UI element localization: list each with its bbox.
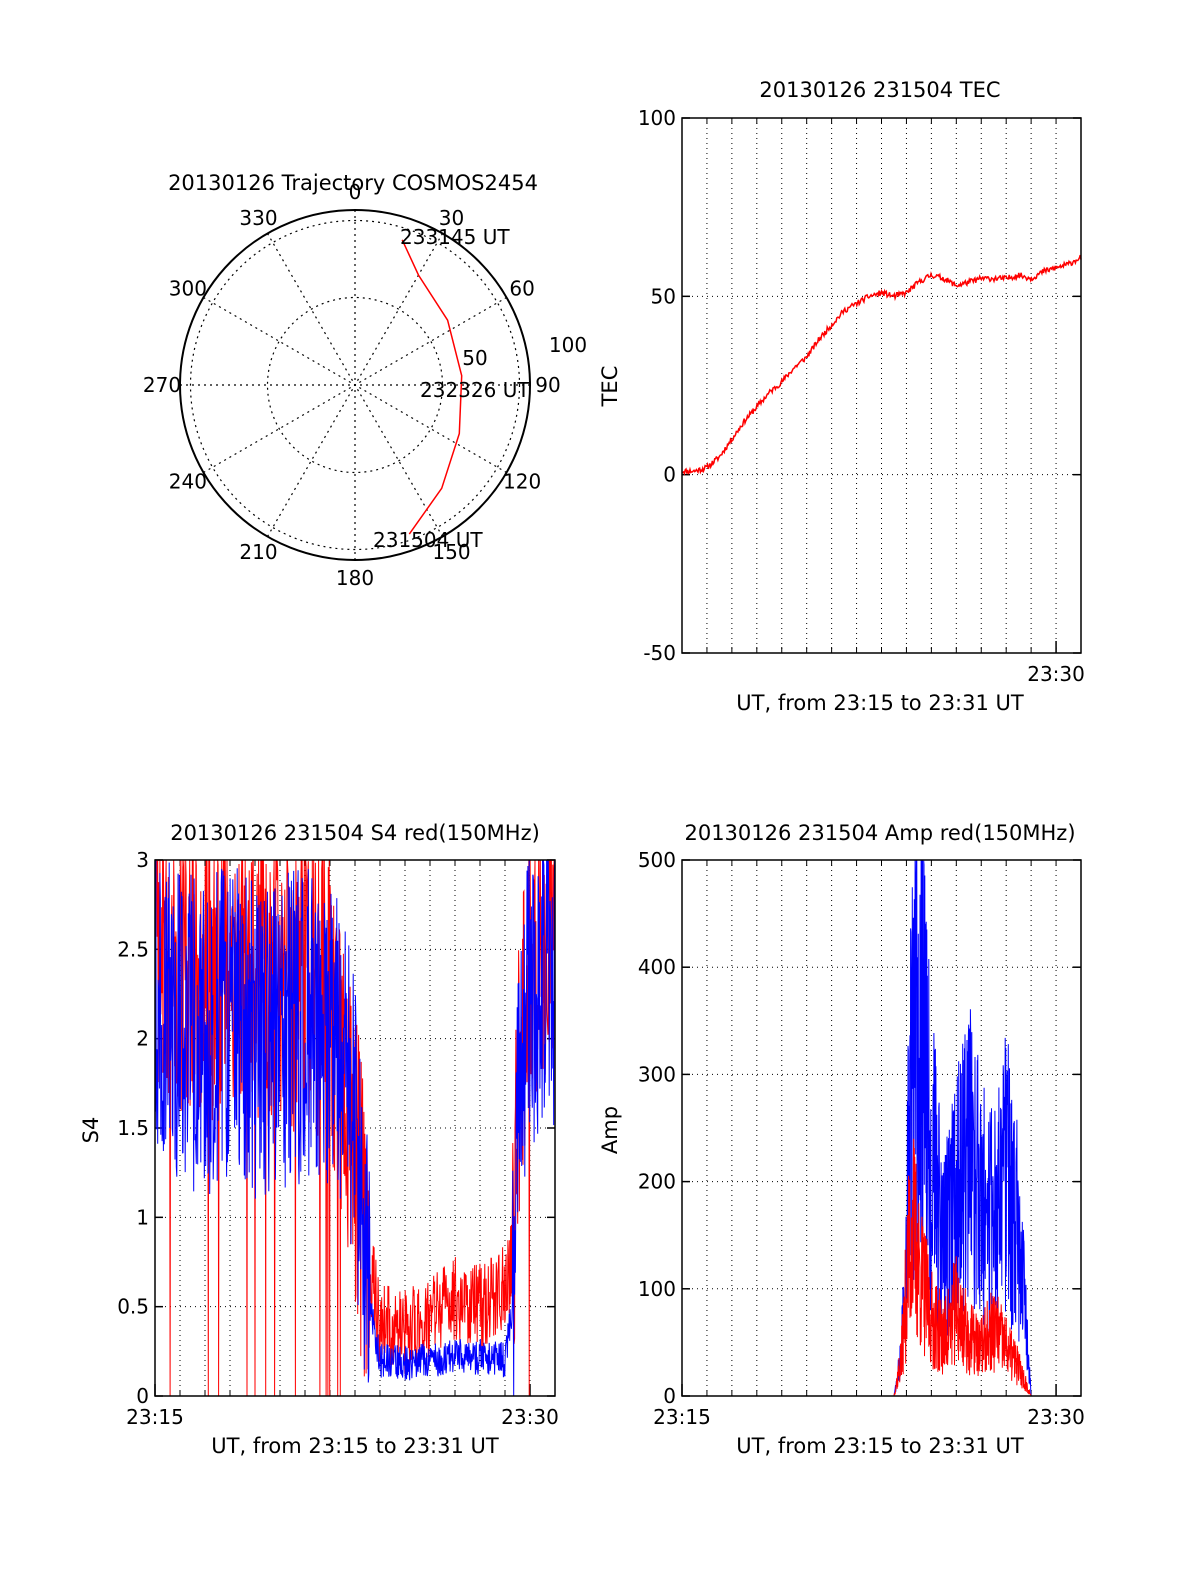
x-tick-label: 23:15 [126,1405,184,1429]
polar-ring [189,219,521,551]
polar-start-annotation: 231504 UT [373,528,483,552]
amp-xlabel: UT, from 23:15 to 23:31 UT [736,1434,1024,1458]
s4-xlabel: UT, from 23:15 to 23:31 UT [211,1434,499,1458]
polar-ring [266,296,444,474]
polar-azimuth-label: 270 [143,373,181,397]
polar-outer-circle [179,209,531,561]
y-tick-label: 3 [136,848,149,872]
y-tick-label: 2 [136,1027,149,1051]
y-tick-label: 300 [638,1062,676,1086]
x-tick-label: 23:30 [501,1405,559,1429]
amp-ylabel: Amp [598,1106,622,1154]
y-tick-label: 100 [638,1277,676,1301]
tec-grid [682,117,1081,654]
polar-radial-label-100: 100 [549,333,587,357]
polar-end-annotation: 233145 UT [400,225,510,249]
y-tick-label: 1 [136,1205,149,1229]
x-tick-label: 23:30 [1027,1405,1085,1429]
tec-ticks: -50 0 50 100 23:30 [638,106,1085,686]
polar-azimuth-label: 180 [336,566,374,590]
polar-azimuth-label: 120 [503,470,541,494]
s4-plot-frame [154,859,556,1397]
amp-title: 20130126 231504 Amp red(150MHz) [684,821,1075,845]
y-tick-label: 50 [651,284,676,308]
y-tick-label: 0 [663,1384,676,1408]
y-tick-label: 2.5 [117,937,149,961]
y-tick-label: 500 [638,848,676,872]
y-tick-label: 400 [638,955,676,979]
s4-title: 20130126 231504 S4 red(150MHz) [170,821,540,845]
x-tick-label: 23:30 [1027,662,1085,686]
polar-middle-annotation: 232326 UT [420,378,530,402]
s4-ylabel: S4 [79,1117,103,1144]
tec-plot-frame [681,117,1082,654]
polar-panel: 20130126 Trajectory COSMOS2454 0 30 60 90 12… [143,171,587,590]
tec-panel: 20130126 231504 TEC -50 0 50 100 23:30 UT, f… [598,78,1085,715]
polar-azimuth-label: 0 [349,180,362,204]
polar-azimuth-label: 210 [239,540,277,564]
polar-radial-label-50: 50 [462,346,487,370]
amp-panel: 20130126 231504 Amp red(150MHz) 0 100 200 3… [598,821,1085,1458]
y-tick-label: 0.5 [117,1295,149,1319]
tec-ylabel: TEC [598,366,622,408]
amp-plot-frame [681,859,1082,1397]
y-tick-label: 100 [638,106,676,130]
s4-panel: 20130126 231504 S4 red(150MHz) 0 0.5 1 1.5 2… [79,821,559,1458]
x-tick-label: 23:15 [653,1405,711,1429]
y-tick-label: 0 [663,463,676,487]
polar-azimuth-label: 30 [439,206,464,230]
polar-azimuth-label: 330 [239,206,277,230]
y-tick-label: -50 [643,641,676,665]
polar-grid [180,210,530,560]
y-tick-label: 0 [136,1384,149,1408]
tec-series-line [681,254,1082,476]
y-tick-label: 1.5 [117,1116,149,1140]
polar-title: 20130126 Trajectory COSMOS2454 [168,171,538,195]
polar-azimuth-label: 60 [509,277,534,301]
polar-spoke [266,233,444,537]
amp-ticks: 0 100 200 300 400 500 23:15 23:30 [638,848,1085,1429]
polar-azimuth-label: 90 [535,373,560,397]
tec-xlabel: UT, from 23:15 to 23:31 UT [736,691,1024,715]
polar-azimuth-labels: 0 30 60 90 120 150 180 210 240 270 300 330 [143,180,561,590]
y-tick-label: 200 [638,1170,676,1194]
polar-azimuth-label: 240 [169,470,207,494]
polar-trajectory-line [401,239,463,535]
tec-title: 20130126 231504 TEC [759,78,1000,102]
polar-azimuth-label: 300 [169,277,207,301]
s4-blue-line [154,859,556,1397]
polar-azimuth-label: 150 [432,540,470,564]
